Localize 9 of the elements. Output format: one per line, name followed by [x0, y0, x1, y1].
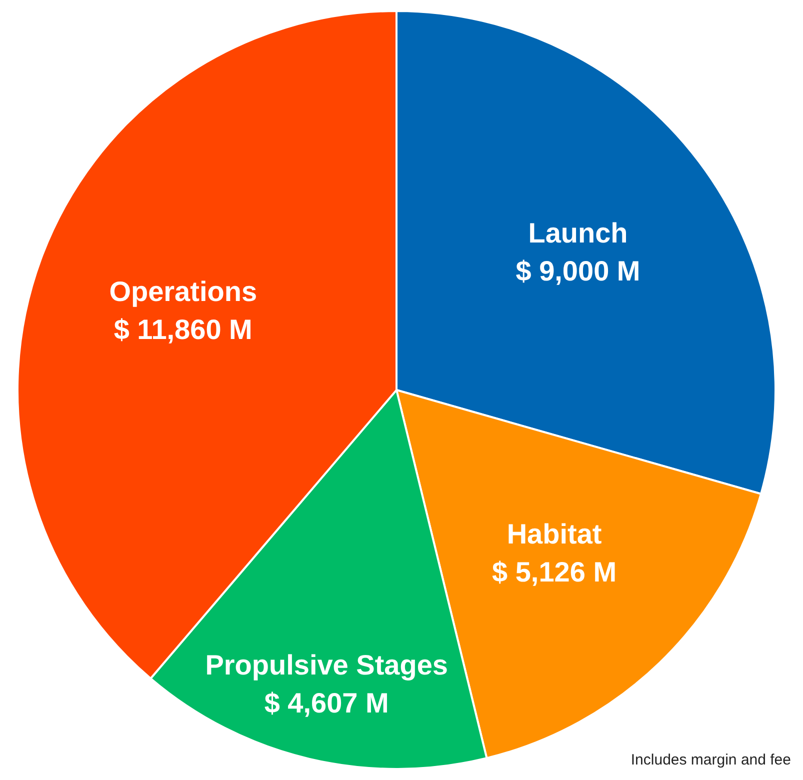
slice-label: Operations: [109, 276, 258, 308]
data-label: $ 4,607 M: [264, 688, 389, 719]
data-label: $ 5,126 M: [492, 556, 617, 588]
slice-label: Propulsive Stages: [205, 650, 448, 681]
data-label: $ 11,860 M: [114, 314, 252, 346]
text: Includes margin and fee: [630, 752, 791, 769]
data-label: $ 9,000 M: [516, 256, 640, 287]
slice-label: Habitat: [506, 518, 602, 550]
slice-label: Launch: [528, 218, 628, 249]
